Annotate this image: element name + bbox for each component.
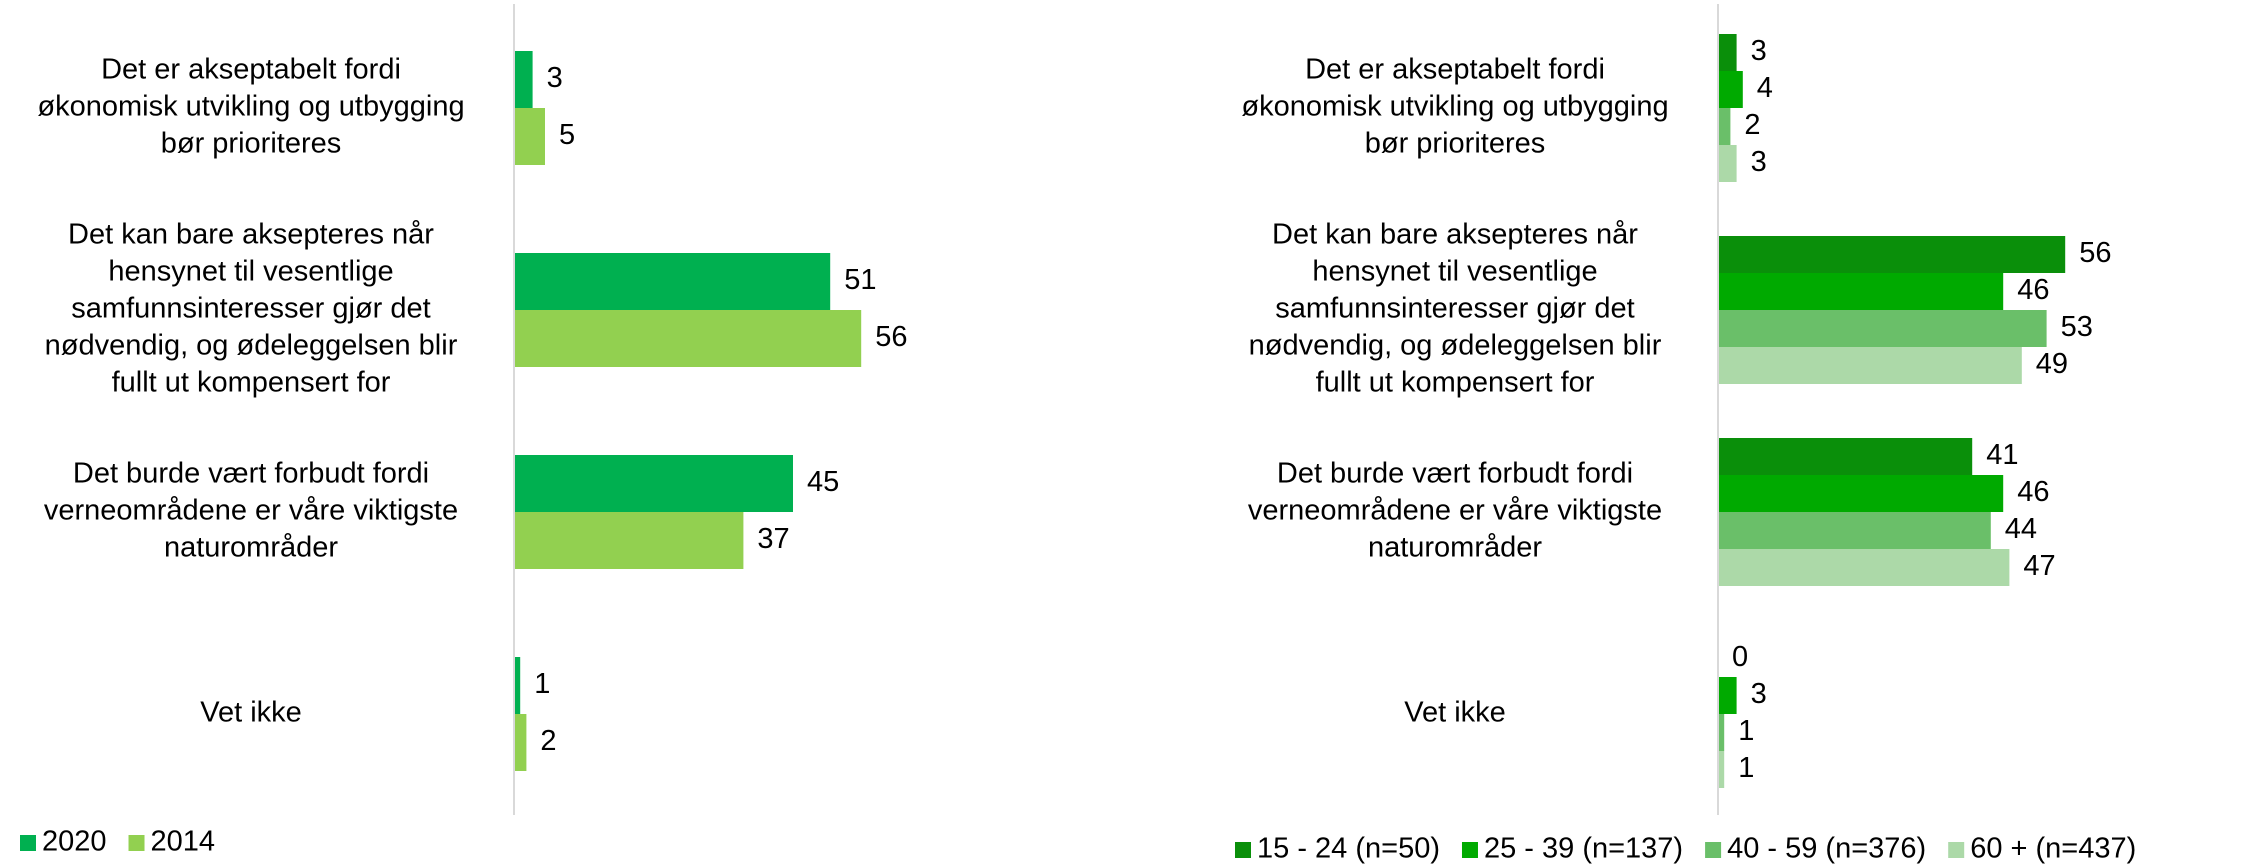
bar xyxy=(1718,145,1737,182)
data-label: 49 xyxy=(2036,348,2068,380)
legend-label: 2020 xyxy=(42,826,107,858)
category-label: samfunnsinteresser gjør det xyxy=(1275,293,1634,325)
category-label: naturområder xyxy=(1368,532,1542,564)
data-label: 3 xyxy=(547,62,563,94)
bar xyxy=(1718,714,1725,751)
legend-label: 60 + (n=437) xyxy=(1970,833,2136,865)
category-label: naturområder xyxy=(164,532,338,564)
bar xyxy=(1718,108,1731,145)
data-label: 45 xyxy=(807,466,839,498)
bar xyxy=(1718,751,1725,788)
data-label: 41 xyxy=(1986,439,2018,471)
legend-swatch xyxy=(1705,842,1722,858)
legend-label: 40 - 59 (n=376) xyxy=(1727,833,1926,865)
category-label: Det burde vært forbudt fordi xyxy=(1277,458,1633,490)
data-label: 46 xyxy=(2017,476,2049,508)
data-label: 1 xyxy=(534,668,550,700)
category-label: verneområdene er våre viktigste xyxy=(1248,495,1662,527)
category-label: bør prioriteres xyxy=(1365,128,1546,160)
category-label: økonomisk utvikling og utbygging xyxy=(37,91,464,123)
bar xyxy=(514,512,744,569)
legend-swatch xyxy=(20,835,36,851)
data-label: 4 xyxy=(1757,72,1773,104)
category-label: hensynet til vesentlige xyxy=(1312,256,1597,288)
category-label: nødvendig, og ødeleggelsen blir xyxy=(1249,330,1662,362)
data-label: 47 xyxy=(2023,550,2055,582)
bar xyxy=(514,714,527,771)
category-label: fullt ut kompensert for xyxy=(1316,367,1595,399)
legend-swatch xyxy=(1235,842,1251,858)
category-label: Vet ikke xyxy=(1404,697,1506,729)
category-label: fullt ut kompensert for xyxy=(112,367,391,399)
data-label: 0 xyxy=(1732,641,1748,673)
data-label: 46 xyxy=(2017,274,2049,306)
bar xyxy=(1718,512,1991,549)
legend-swatch xyxy=(1461,842,1478,858)
bar xyxy=(1718,475,2004,512)
bar xyxy=(514,657,521,714)
bar xyxy=(1718,677,1737,714)
data-label: 44 xyxy=(2005,513,2037,545)
bar xyxy=(1718,273,2004,310)
data-label: 3 xyxy=(1751,678,1767,710)
bar xyxy=(514,310,862,367)
data-label: 1 xyxy=(1738,752,1754,784)
bar xyxy=(1718,347,2022,384)
bar xyxy=(1718,236,2066,273)
category-label: Det er akseptabelt fordi xyxy=(1305,54,1605,86)
category-label: Vet ikke xyxy=(200,697,302,729)
bar xyxy=(1718,34,1737,71)
legend-label: 15 - 24 (n=50) xyxy=(1257,833,1440,865)
category-label: Det kan bare aksepteres når xyxy=(1272,219,1638,251)
bar xyxy=(514,108,545,165)
bar xyxy=(1718,71,1743,108)
category-label: bør prioriteres xyxy=(161,128,342,160)
category-label: Det burde vært forbudt fordi xyxy=(73,458,429,490)
bar xyxy=(1718,549,2010,586)
data-label: 5 xyxy=(559,119,575,151)
category-label: verneområdene er våre viktigste xyxy=(44,495,458,527)
category-label: Det er akseptabelt fordi xyxy=(101,54,401,86)
legend-swatch xyxy=(1948,842,1965,858)
data-label: 3 xyxy=(1751,146,1767,178)
category-label: nødvendig, og ødeleggelsen blir xyxy=(45,330,458,362)
bar xyxy=(514,51,533,108)
bar xyxy=(514,455,793,512)
data-label: 56 xyxy=(2079,237,2111,269)
data-label: 51 xyxy=(844,264,876,296)
category-label: samfunnsinteresser gjør det xyxy=(71,293,430,325)
data-label: 1 xyxy=(1738,715,1754,747)
data-label: 2 xyxy=(1744,109,1760,141)
legend-swatch xyxy=(128,835,145,851)
data-label: 2 xyxy=(540,725,556,757)
legend-label: 2014 xyxy=(151,826,216,858)
category-label: hensynet til vesentlige xyxy=(108,256,393,288)
data-label: 53 xyxy=(2061,311,2093,343)
data-label: 56 xyxy=(875,321,907,353)
data-label: 37 xyxy=(757,523,789,555)
bar xyxy=(1718,438,1973,475)
bar xyxy=(1718,310,2047,347)
category-label: økonomisk utvikling og utbygging xyxy=(1241,91,1668,123)
data-label: 3 xyxy=(1751,35,1767,67)
category-label: Det kan bare aksepteres når xyxy=(68,219,434,251)
legend-label: 25 - 39 (n=137) xyxy=(1484,833,1683,865)
bar xyxy=(514,253,831,310)
